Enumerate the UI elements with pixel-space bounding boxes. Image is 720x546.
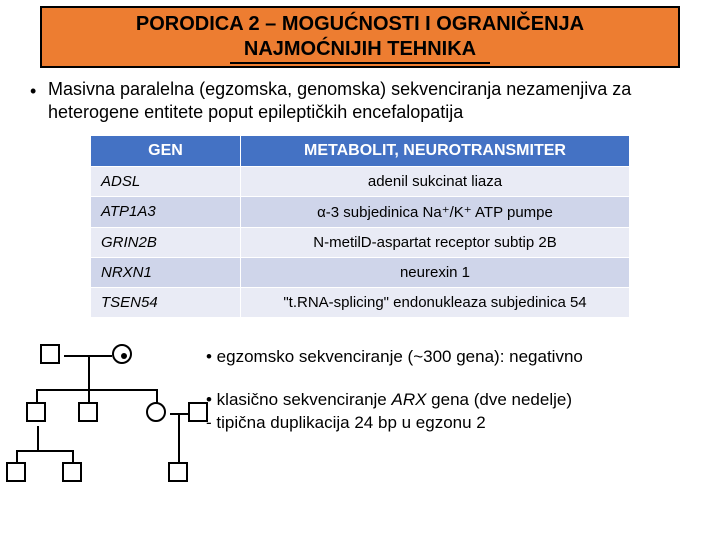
note-2b: gena (dve nedelje) <box>426 390 572 409</box>
pedigree-line <box>88 389 90 403</box>
cell-met: α-3 subjedinica Na⁺/K⁺ ATP pumpe <box>241 196 630 227</box>
table-header-gen: GEN <box>91 135 241 166</box>
table-row: TSEN54 "t.RNA-splicing" endonukleaza sub… <box>91 287 630 317</box>
pedigree-line <box>16 450 18 462</box>
pedigree-line <box>36 389 38 403</box>
lower-section: • egzomsko sekvenciranje (~300 gena): ne… <box>0 340 720 490</box>
cell-gen: ADSL <box>91 166 241 196</box>
cell-gen: NRXN1 <box>91 257 241 287</box>
table-row: ATP1A3 α-3 subjedinica Na⁺/K⁺ ATP pumpe <box>91 196 630 227</box>
table-row: NRXN1 neurexin 1 <box>91 257 630 287</box>
pedigree-male-icon <box>6 462 26 482</box>
table-header-met: METABOLIT, NEUROTRANSMITER <box>241 135 630 166</box>
note-2a: • klasično sekvenciranje <box>206 390 391 409</box>
title-line1: PORODICA 2 – MOGUĆNOSTI I OGRANIČENJA <box>50 12 670 37</box>
pedigree-male-icon <box>188 402 208 422</box>
cell-met: "t.RNA-splicing" endonukleaza subjedinic… <box>241 287 630 317</box>
bullet-marker: • <box>30 78 48 125</box>
table-row: GRIN2B N-metilD-aspartat receptor subtip… <box>91 227 630 257</box>
pedigree-line <box>16 450 72 452</box>
cell-met: adenil sukcinat liaza <box>241 166 630 196</box>
cell-gen: ATP1A3 <box>91 196 241 227</box>
pedigree-female-icon <box>146 402 166 422</box>
gene-table: GEN METABOLIT, NEUROTRANSMITER ADSL aden… <box>90 135 630 318</box>
cell-gen: GRIN2B <box>91 227 241 257</box>
main-bullet-text: Masivna paralelna (egzomska, genomska) s… <box>48 78 696 125</box>
notes-block: • egzomsko sekvenciranje (~300 gena): ne… <box>206 340 720 490</box>
pedigree-carrier-dot <box>121 353 127 359</box>
pedigree-male-icon <box>40 344 60 364</box>
note-2: • klasično sekvenciranje ARX gena (dve n… <box>206 389 696 435</box>
pedigree-line <box>36 389 156 391</box>
note-3: - tipična duplikacija 24 bp u egzonu 2 <box>206 413 486 432</box>
cell-met: neurexin 1 <box>241 257 630 287</box>
pedigree-male-icon <box>168 462 188 482</box>
pedigree-male-icon <box>26 402 46 422</box>
table-header-row: GEN METABOLIT, NEUROTRANSMITER <box>91 135 630 166</box>
pedigree-line <box>72 450 74 462</box>
cell-met: N-metilD-aspartat receptor subtip 2B <box>241 227 630 257</box>
note-1: • egzomsko sekvenciranje (~300 gena): ne… <box>206 346 696 369</box>
pedigree-diagram <box>6 340 206 490</box>
note-2-italic: ARX <box>391 390 426 409</box>
cell-gen: TSEN54 <box>91 287 241 317</box>
pedigree-line <box>156 389 158 403</box>
pedigree-line <box>88 355 90 389</box>
title-underline <box>230 62 490 64</box>
title-line2: NAJMOĆNIJIH TEHNIKA <box>50 37 670 62</box>
title-banner: PORODICA 2 – MOGUĆNOSTI I OGRANIČENJA NA… <box>40 6 680 68</box>
pedigree-line <box>37 426 39 450</box>
pedigree-male-icon <box>78 402 98 422</box>
pedigree-male-icon <box>62 462 82 482</box>
pedigree-line <box>178 413 180 462</box>
table-row: ADSL adenil sukcinat liaza <box>91 166 630 196</box>
main-bullet-row: • Masivna paralelna (egzomska, genomska)… <box>30 78 696 125</box>
